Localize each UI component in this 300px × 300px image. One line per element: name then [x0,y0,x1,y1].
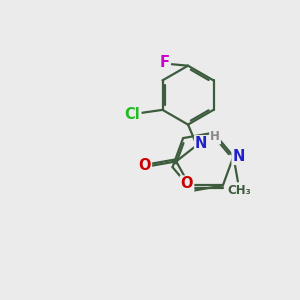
Text: H: H [210,130,220,143]
Text: F: F [160,55,170,70]
Text: N: N [232,149,245,164]
Text: O: O [139,158,151,173]
Text: CH₃: CH₃ [227,184,251,197]
Text: N: N [195,136,207,151]
Text: Cl: Cl [124,107,140,122]
Text: O: O [181,176,193,191]
